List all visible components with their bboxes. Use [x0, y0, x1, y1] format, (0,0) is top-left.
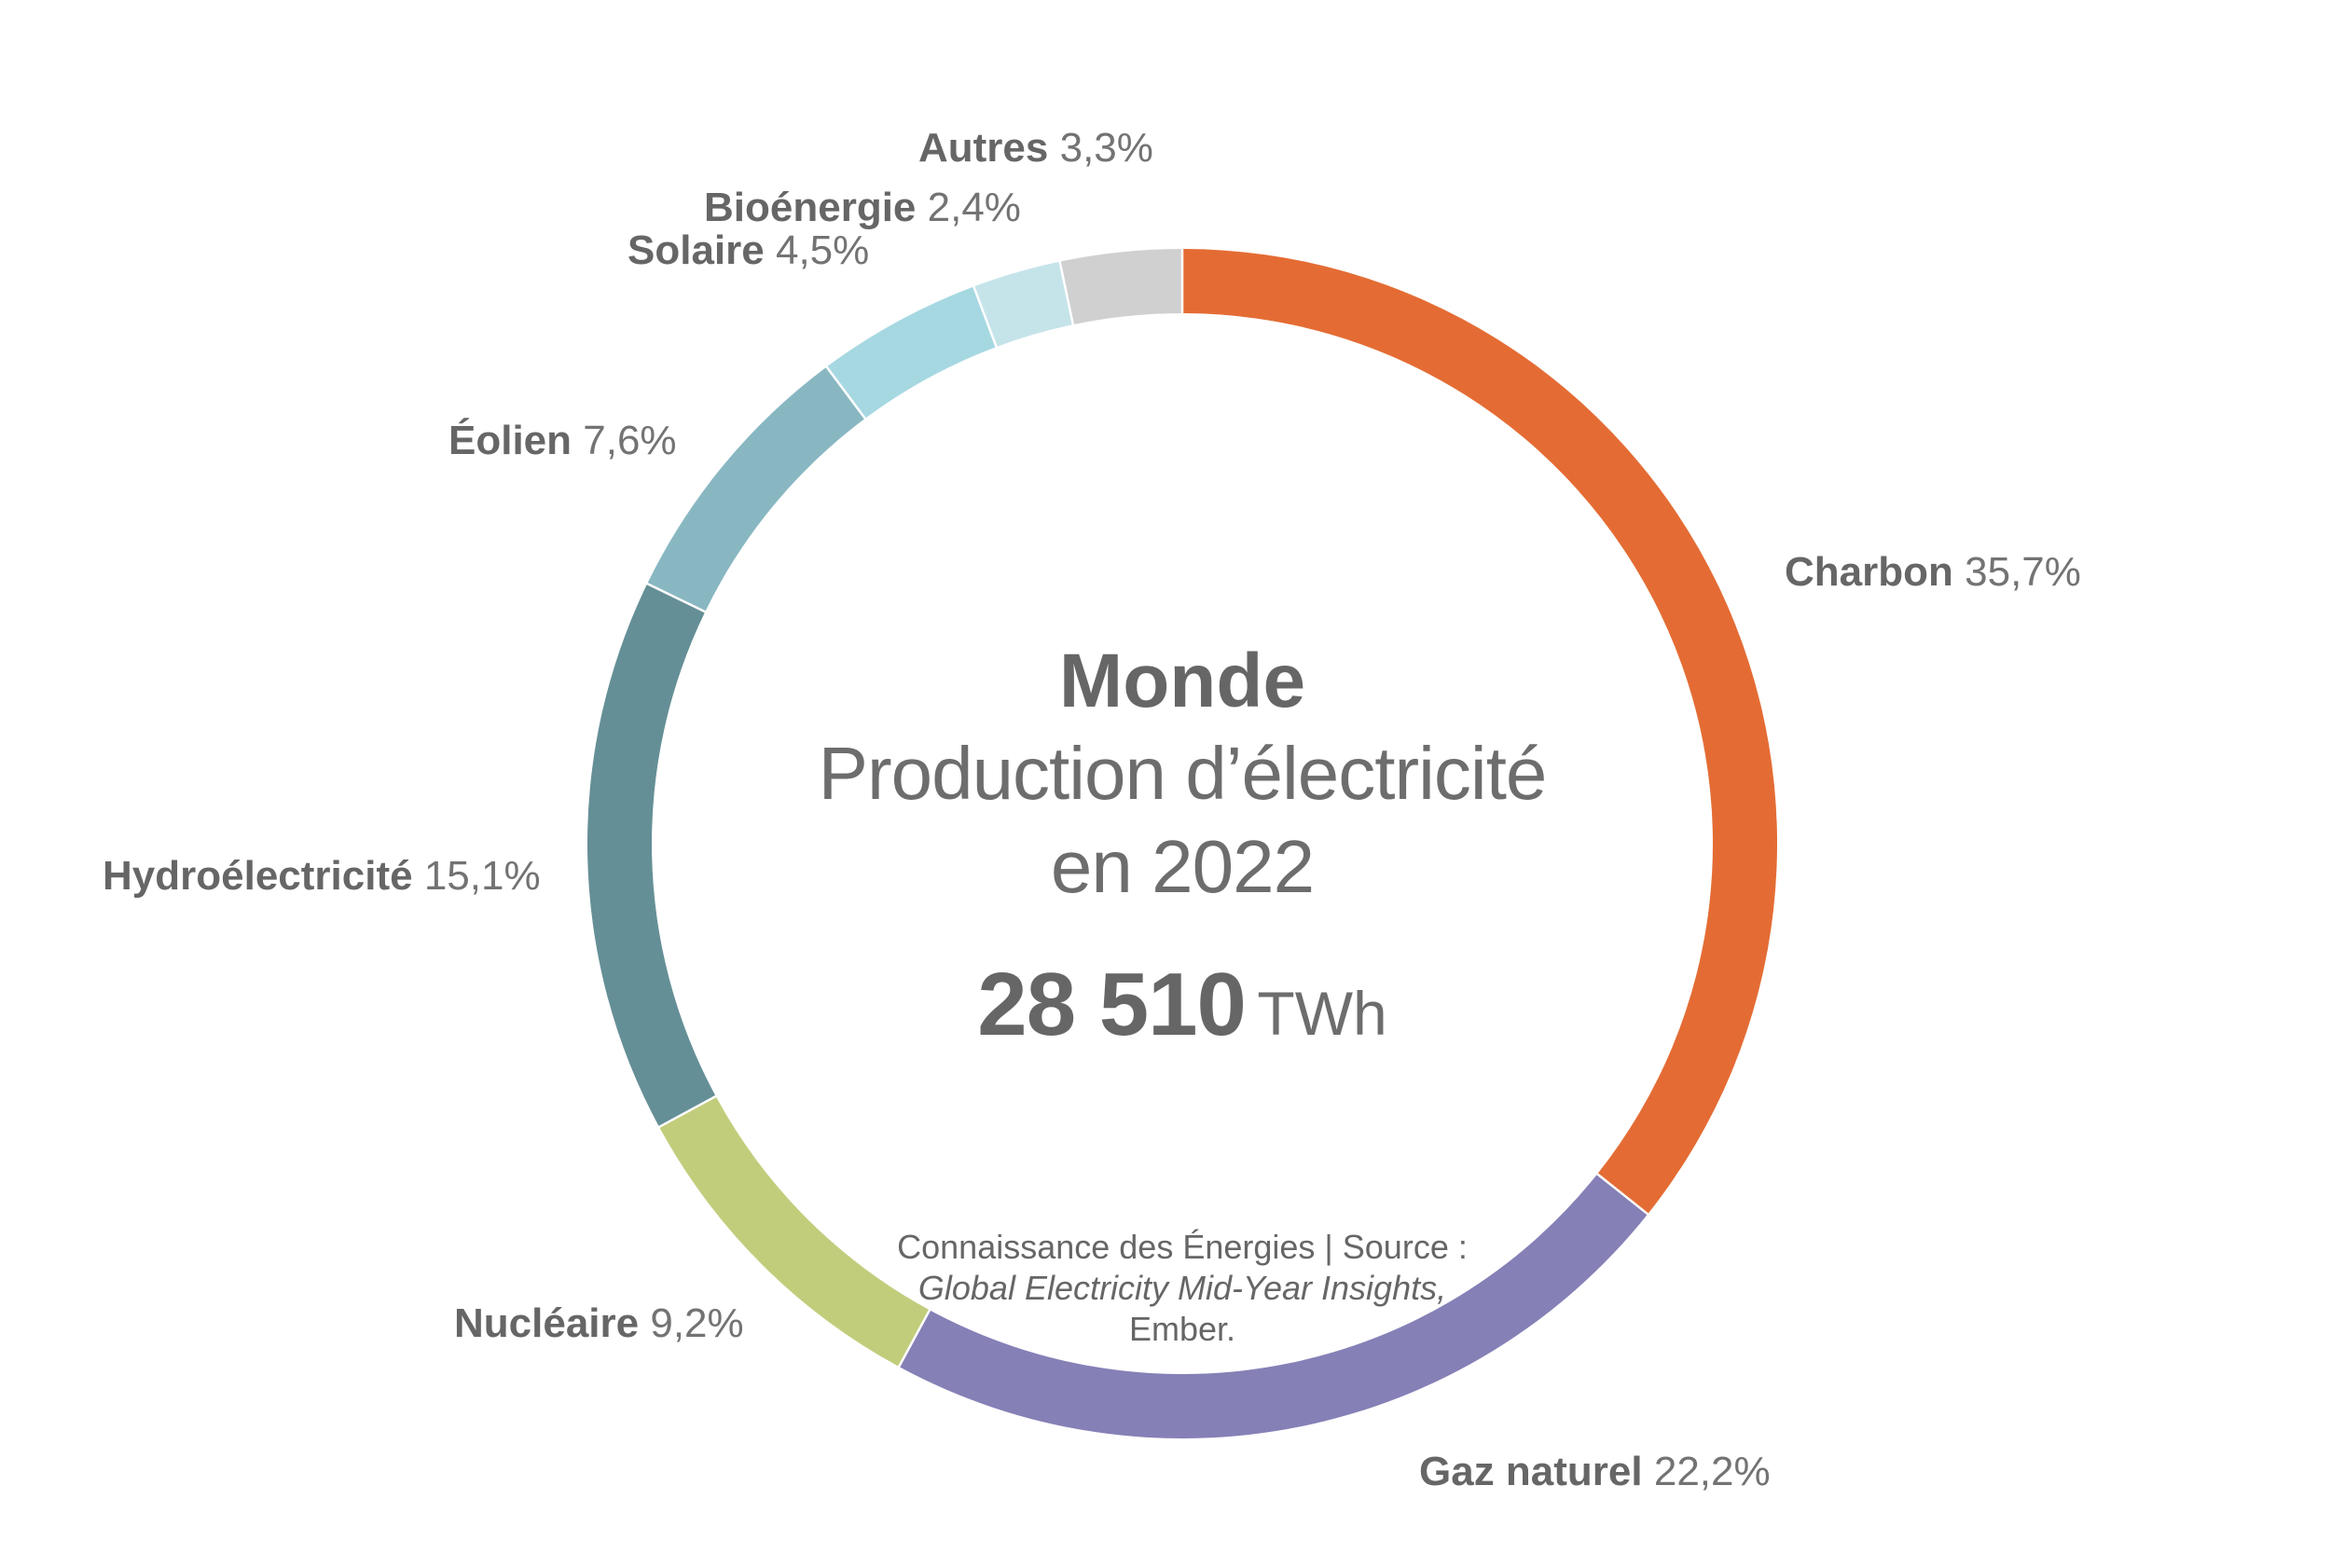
subtitle-line-1: Production d’électricité	[818, 732, 1548, 815]
label-name: Autres	[918, 125, 1049, 171]
segment-solaire	[826, 286, 997, 419]
subtitle-line-2: en 2022	[1050, 825, 1315, 908]
segment-dividers	[644, 247, 1650, 1369]
source-line-3: Ember.	[1128, 1310, 1236, 1348]
label-nucleaire: Nucléaire 9,2%	[454, 1303, 744, 1344]
segment-eolien	[647, 366, 865, 612]
segment-gaz-naturel	[899, 1174, 1648, 1438]
label-value: 15,1%	[423, 853, 541, 899]
source-line-2: Global Electricity Mid-Year Insights,	[917, 1269, 1447, 1307]
label-name: Solaire	[628, 227, 765, 273]
segment-autres	[1059, 249, 1182, 325]
segment-bioenergie	[973, 261, 1073, 348]
label-value: 22,2%	[1653, 1449, 1771, 1494]
label-charbon: Charbon 35,7%	[1785, 552, 2081, 593]
label-name: Bioénergie	[704, 185, 917, 230]
segment-charbon	[1182, 249, 1777, 1215]
total-production: 28 510 TWh	[716, 960, 1648, 1050]
label-hydroelectricite: Hydroélectricité 15,1%	[103, 856, 541, 897]
label-value: 9,2%	[650, 1300, 744, 1346]
segment-nucleaire	[658, 1095, 931, 1368]
label-name: Charbon	[1785, 549, 1953, 595]
label-value: 7,6%	[583, 418, 677, 463]
label-eolien: Éolien 7,6%	[448, 420, 677, 461]
source-line-1: Connaissance des Énergies | Source :	[897, 1228, 1468, 1266]
segment-divider	[656, 1093, 719, 1129]
label-gaz-naturel: Gaz naturel 22,2%	[1419, 1451, 1771, 1492]
segment-divider	[1594, 1172, 1650, 1217]
total-value: 28 510	[977, 955, 1247, 1054]
label-name: Nucléaire	[454, 1300, 640, 1346]
segment-divider	[644, 582, 708, 614]
label-value: 3,3%	[1059, 125, 1153, 171]
label-value: 2,4%	[927, 185, 1021, 230]
chart-subtitle: Production d’électricité en 2022	[716, 727, 1648, 914]
label-name: Hydroélectricité	[103, 853, 413, 899]
donut-segments	[586, 249, 1777, 1438]
label-bioenergie: Bioénergie 2,4%	[704, 187, 1021, 228]
segment-divider	[897, 1307, 932, 1369]
chart-title: Monde	[1058, 639, 1306, 723]
total-unit: TWh	[1257, 979, 1387, 1048]
label-solaire: Solaire 4,5%	[628, 230, 869, 271]
source-note: Connaissance des Énergies | Source : Glo…	[716, 1227, 1648, 1350]
label-value: 4,5%	[775, 227, 870, 273]
segment-divider	[1058, 259, 1075, 327]
label-name: Gaz naturel	[1419, 1449, 1643, 1494]
segment-divider	[824, 364, 867, 421]
label-value: 35,7%	[1965, 549, 2081, 595]
segment-hydroelectricite	[586, 584, 716, 1127]
segment-divider	[972, 284, 999, 350]
label-autres: Autres 3,3%	[918, 128, 1153, 169]
label-name: Éolien	[448, 418, 572, 463]
